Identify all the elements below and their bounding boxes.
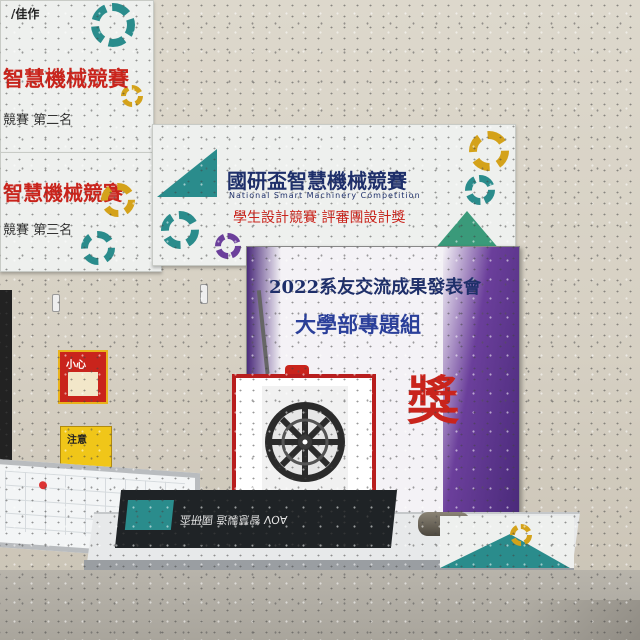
sign-text: 小心: [66, 360, 86, 371]
banner-back-top: /佳作 智慧機械競賽 競賽 第二名: [0, 0, 154, 164]
banner-main-subtitle: National Smart Machinery Competition: [229, 191, 421, 200]
mat-text: AOV 智慧製造 國研盃: [179, 513, 288, 526]
banner-back-mid: 智慧機械競賽 競賽 第三名: [0, 152, 162, 272]
gear-icon: [465, 175, 495, 205]
poster-prize-char: 獎: [407, 371, 460, 432]
dartboard-frame: [232, 374, 376, 508]
gear-icon: [469, 131, 509, 171]
banner-back-title: 智慧機械競賽: [3, 66, 129, 91]
red-warning-sign: 小心: [58, 350, 108, 404]
banner-main: 國研盃智慧機械競賽 National Smart Machinery Compe…: [152, 124, 516, 266]
gear-icon: [161, 211, 199, 249]
gear-icon: [101, 183, 135, 217]
dark-panel: [0, 290, 12, 470]
dartboard-icon: [265, 402, 345, 482]
banner-triangle-shape: [157, 149, 217, 197]
wall-hook: [52, 294, 60, 312]
banner-corner: [440, 516, 574, 568]
wall-hook: [200, 284, 208, 304]
gear-icon: [81, 231, 115, 265]
sign-text: 注意: [67, 435, 87, 446]
mat-accent: [124, 500, 174, 530]
floor-panel: [520, 600, 640, 640]
gear-icon: [91, 3, 135, 47]
dartboard-panel: [262, 386, 348, 500]
poster-line1: 2022系友交流成果發表會: [269, 277, 482, 298]
banner-triangle-shape: [440, 534, 570, 568]
banner-back-prize-low: 競賽 第三名: [3, 223, 73, 238]
dark-mat: AOV 智慧製造 國研盃: [114, 490, 398, 548]
banner-back-prize: /佳作: [11, 7, 40, 21]
banner-main-title: 國研盃智慧機械競賽: [227, 169, 407, 193]
sign-picture: [68, 372, 98, 396]
magnet: [39, 480, 47, 490]
gear-icon: [215, 233, 241, 259]
poster-line2: 大學部專題組: [295, 312, 421, 337]
banner-main-award: 學生設計競賽 評審團設計獎: [233, 210, 406, 226]
banner-back-prize-mid: 競賽 第二名: [3, 113, 73, 128]
gear-icon: [510, 524, 532, 546]
